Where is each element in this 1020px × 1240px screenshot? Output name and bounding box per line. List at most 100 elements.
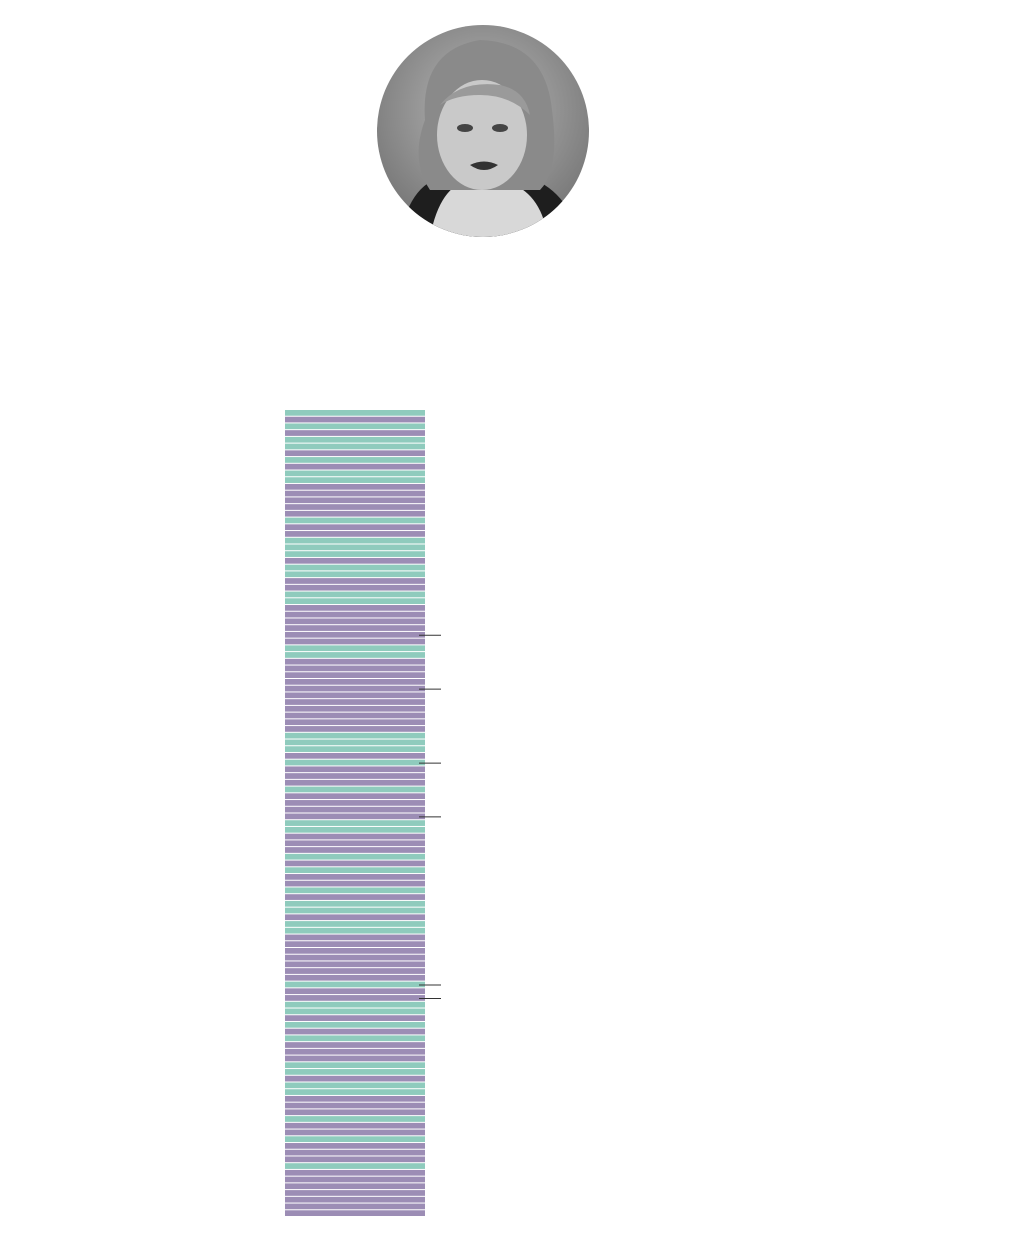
stripe: [285, 638, 425, 645]
stripe: [285, 813, 425, 820]
stripe: [285, 436, 425, 443]
stripe: [285, 1169, 425, 1176]
stripe: [285, 719, 425, 726]
stripe: [285, 860, 425, 867]
stripe: [285, 490, 425, 497]
stripe: [285, 423, 425, 430]
stripe: [285, 1082, 425, 1089]
stripe: [285, 531, 425, 537]
stripe: [285, 1042, 425, 1048]
stripe: [285, 874, 425, 880]
stripe: [285, 537, 425, 544]
stripe: [285, 840, 425, 847]
stripe: [285, 544, 425, 551]
stripe: [285, 551, 425, 557]
stripe: [285, 1183, 425, 1190]
stripe: [285, 699, 425, 705]
stripe: [285, 894, 425, 900]
stripe: [285, 705, 425, 712]
stripe: [285, 1069, 425, 1075]
stripe: [285, 598, 425, 605]
stripe: [285, 510, 425, 517]
stripe: [285, 591, 425, 598]
stripe: [285, 900, 425, 907]
stripe: [285, 887, 425, 894]
stripe: [285, 1001, 425, 1008]
stripe: [285, 1129, 425, 1136]
stripe: [285, 927, 425, 934]
stripe: [285, 578, 425, 584]
stripe: [285, 847, 425, 853]
stripe: [285, 692, 425, 699]
stripe: [285, 557, 425, 564]
stripe: [285, 605, 425, 611]
stripe: [285, 1075, 425, 1082]
stripe: [285, 867, 425, 874]
stripe: [285, 443, 425, 450]
stripe: [285, 1102, 425, 1109]
stripe: [285, 672, 425, 678]
stripe: [285, 800, 425, 806]
stripe: [285, 679, 425, 685]
stripe: [285, 685, 425, 692]
stripe: [285, 652, 425, 658]
stripe: [285, 517, 425, 524]
stripe: [285, 793, 425, 800]
stripe: [285, 1062, 425, 1069]
stripe: [285, 625, 425, 631]
stripe: [285, 880, 425, 887]
stripe: [285, 1055, 425, 1062]
stripe: [285, 645, 425, 652]
stripe: [285, 1028, 425, 1035]
stripe: [285, 1203, 425, 1210]
stripe: [285, 1109, 425, 1116]
stripe: [285, 1035, 425, 1042]
stripe: [285, 631, 425, 638]
stripe: [285, 497, 425, 504]
stripe: [285, 726, 425, 732]
stripe: [285, 1149, 425, 1156]
stripe: [285, 948, 425, 954]
stripe: [285, 1008, 425, 1015]
stripe: [285, 1143, 425, 1149]
stripe: [285, 618, 425, 625]
stripe: [285, 752, 425, 759]
stripe: [285, 430, 425, 436]
stripe: [285, 746, 425, 752]
stripe: [285, 914, 425, 921]
stripe: [285, 665, 425, 672]
stripe: [285, 416, 425, 423]
stripe: [285, 820, 425, 826]
stripe: [285, 1156, 425, 1163]
stripe: [285, 806, 425, 813]
stripe: [285, 779, 425, 786]
portrait: [377, 25, 589, 237]
stripe: [285, 1116, 425, 1122]
stripe: [285, 941, 425, 947]
stripe: [285, 1210, 425, 1216]
stripe: [285, 968, 425, 974]
stripe: [285, 995, 425, 1001]
stripe: [285, 1196, 425, 1203]
stripe: [285, 524, 425, 531]
stripe: [285, 853, 425, 860]
stripe: [285, 571, 425, 578]
stripe: [285, 470, 425, 477]
stripe: [285, 1163, 425, 1169]
stripe: [285, 739, 425, 746]
stripe: [285, 564, 425, 571]
stripe: [285, 477, 425, 483]
stripe: [285, 833, 425, 840]
stripe: [285, 1015, 425, 1021]
stripe: [285, 1021, 425, 1028]
stripe: [285, 1176, 425, 1183]
stripe: [285, 463, 425, 470]
stripe: [285, 974, 425, 981]
stripe-stack: [285, 410, 441, 1216]
stripe: [285, 504, 425, 510]
stripe: [285, 759, 425, 766]
stripe: [285, 954, 425, 961]
stripe: [285, 981, 425, 988]
